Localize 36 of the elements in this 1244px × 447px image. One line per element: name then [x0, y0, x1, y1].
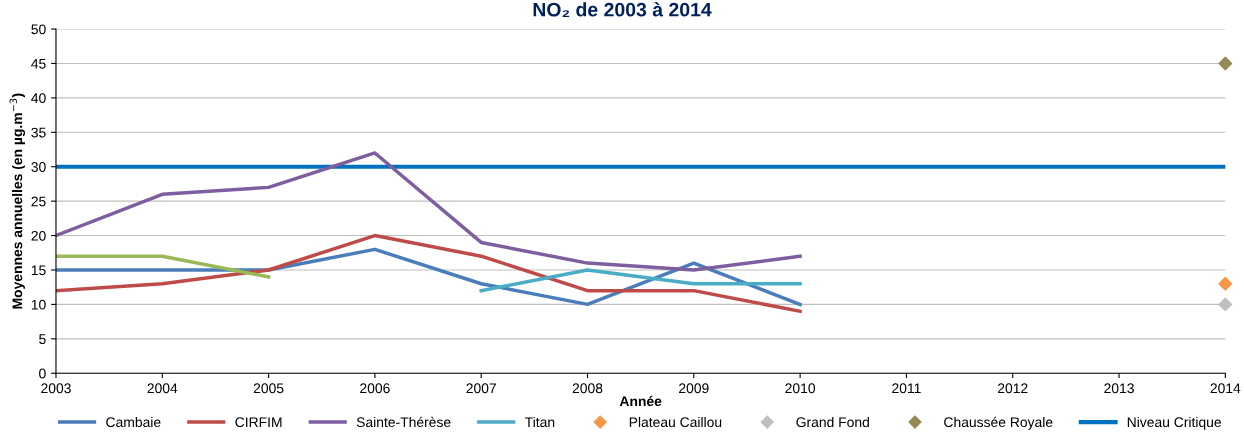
chart-title: NO₂ de 2003 à 2014	[533, 2, 712, 17]
x-tick-label: 2012	[997, 383, 1028, 394]
legend-label: Sainte-Thérèse	[356, 416, 451, 428]
y-tick-label: 30	[31, 162, 46, 172]
y-tick-label: 15	[31, 265, 46, 276]
x-tick-label: 2003	[41, 383, 71, 394]
y-tick-label: 20	[31, 230, 46, 241]
y-tick-label: 5	[39, 334, 46, 344]
legend-label: Titan	[525, 416, 555, 428]
y-tick-label: 50	[31, 24, 46, 35]
legend-label: Plateau Caillou	[629, 416, 722, 428]
x-tick-label: 2011	[892, 383, 921, 394]
y-tick-label: 0	[39, 368, 46, 379]
x-tick-label: 2006	[360, 383, 390, 394]
y-axis-title: Moyennes annuelles (en µg.m$^{−3}$)	[9, 93, 26, 309]
y-tick-label: 10	[31, 299, 46, 310]
x-tick-label: 2005	[253, 383, 284, 394]
y-tick-label: 35	[31, 127, 46, 138]
y-tick-label: 45	[31, 58, 46, 69]
x-tick-label: 2010	[785, 383, 816, 394]
line-series	[55, 233, 802, 314]
legend-label: Grand Fond	[796, 416, 869, 428]
x-tick-label: 2009	[679, 383, 709, 394]
x-axis-title: Année	[619, 395, 662, 407]
legend-label: Niveau Critique	[1127, 416, 1222, 430]
x-tick-label: 2013	[1104, 383, 1134, 394]
y-tick-label: 40	[31, 93, 46, 104]
legend-label: Cambaie	[106, 416, 161, 428]
x-tick-label: 2008	[572, 383, 603, 394]
x-tick-label: 2007	[466, 383, 496, 394]
y-tick-label: 25	[31, 196, 46, 207]
legend-label: Chaussée Royale	[944, 416, 1053, 430]
line-series	[55, 151, 802, 272]
x-tick-label: 2004	[147, 383, 178, 394]
legend-label: CIRFIM	[235, 417, 282, 428]
x-tick-label: 2014	[1210, 383, 1241, 394]
